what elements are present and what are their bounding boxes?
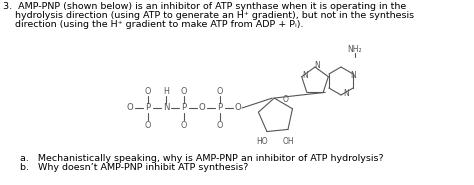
- Text: HO: HO: [256, 137, 268, 147]
- Text: 3.  AMP-PNP (shown below) is an inhibitor of ATP synthase when it is operating i: 3. AMP-PNP (shown below) is an inhibitor…: [3, 2, 406, 11]
- Text: O: O: [217, 87, 223, 95]
- Text: O: O: [199, 103, 205, 112]
- Text: O: O: [145, 120, 151, 130]
- Text: N: N: [350, 71, 356, 80]
- Text: P: P: [146, 103, 151, 112]
- Text: N: N: [343, 88, 349, 97]
- Text: NH₂: NH₂: [348, 46, 362, 55]
- Text: direction (using the H⁺ gradient to make ATP from ADP + Pᵢ).: direction (using the H⁺ gradient to make…: [3, 20, 303, 29]
- Text: O: O: [145, 87, 151, 95]
- Text: O: O: [235, 103, 241, 112]
- Text: O: O: [217, 120, 223, 130]
- Text: b.   Why doesn’t AMP-PNP inhibit ATP synthesis?: b. Why doesn’t AMP-PNP inhibit ATP synth…: [20, 163, 248, 172]
- Text: N: N: [302, 71, 308, 80]
- Text: O: O: [181, 87, 187, 95]
- Text: P: P: [218, 103, 223, 112]
- Text: N: N: [314, 60, 320, 70]
- Text: P: P: [182, 103, 187, 112]
- Text: H: H: [163, 87, 169, 95]
- Text: O: O: [181, 120, 187, 130]
- Text: a.   Mechanistically speaking, why is AMP-PNP an inhibitor of ATP hydrolysis?: a. Mechanistically speaking, why is AMP-…: [20, 154, 383, 163]
- Text: N: N: [163, 103, 169, 112]
- Text: O: O: [283, 95, 289, 105]
- Text: OH: OH: [282, 137, 294, 147]
- Text: hydrolysis direction (using ATP to generate an H⁺ gradient), but not in the synt: hydrolysis direction (using ATP to gener…: [3, 11, 414, 20]
- Text: O: O: [127, 103, 133, 112]
